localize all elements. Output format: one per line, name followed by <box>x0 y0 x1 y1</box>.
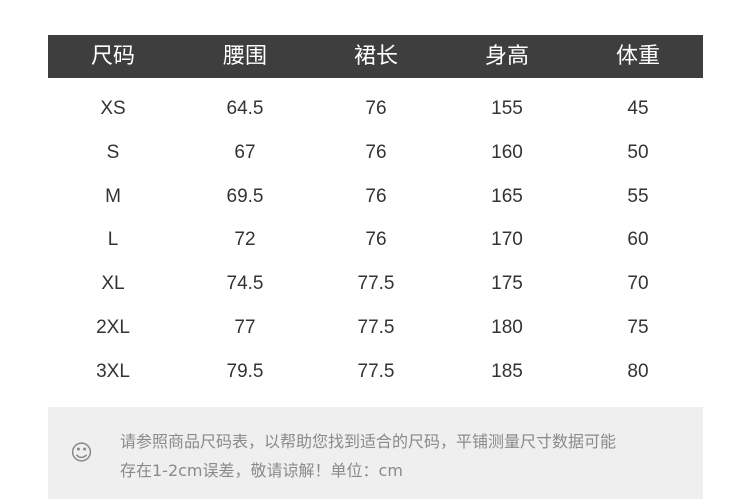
table-cell: 76 <box>365 185 387 207</box>
table-cell: 55 <box>627 185 649 207</box>
table-cell: 185 <box>491 360 523 382</box>
table-cell: S <box>106 141 120 163</box>
table-cell: M <box>105 185 121 207</box>
table-row: XS 64.5 76 155 45 <box>48 87 703 131</box>
table-cell: 69.5 <box>226 185 264 207</box>
table-cell: 77.5 <box>357 273 395 295</box>
column-header: 体重 <box>615 44 660 69</box>
table-cell: 170 <box>491 229 523 251</box>
column-header: 裙长 <box>353 44 398 69</box>
table-cell: 77 <box>234 317 256 338</box>
table-cell: 160 <box>491 141 523 163</box>
column-header: 腰围 <box>222 44 267 69</box>
table-cell: XS <box>100 98 126 119</box>
table-cell: 76 <box>365 98 387 119</box>
table-cell: 67 <box>234 141 256 163</box>
table-row: 3XL 79.5 77.5 185 80 <box>48 350 703 394</box>
table-cell: 175 <box>491 273 523 295</box>
table-cell: 77.5 <box>357 360 395 382</box>
table-cell: 77.5 <box>357 317 395 338</box>
note-line-1: 请参照商品尺码表，以帮助您找到适合的尺码，平铺测量尺寸数据可能 <box>120 432 617 451</box>
table-cell: XL <box>101 273 125 295</box>
table-cell: 155 <box>491 98 523 119</box>
table-cell: 76 <box>365 229 387 251</box>
column-header: 身高 <box>484 44 529 69</box>
table-cell: 165 <box>491 185 523 207</box>
table-cell: 79.5 <box>226 360 264 382</box>
table-cell: 76 <box>365 141 387 163</box>
table-cell: 3XL <box>96 360 130 382</box>
table-cell: 60 <box>627 229 649 251</box>
size-note: ☺ 请参照商品尺码表，以帮助您找到适合的尺码，平铺测量尺寸数据可能 存在1-2c… <box>48 407 703 499</box>
table-row: M 69.5 76 165 55 <box>48 175 703 219</box>
table-cell: 74.5 <box>226 273 264 295</box>
table-cell: 72 <box>234 229 256 251</box>
table-cell: 45 <box>627 98 649 119</box>
table-cell: 80 <box>627 360 649 382</box>
table-cell: 180 <box>491 317 523 338</box>
column-header: 尺码 <box>90 44 135 69</box>
size-table-header: 尺码 腰围 裙长 身高 体重 <box>48 35 703 78</box>
table-cell: 2XL <box>96 317 130 338</box>
table-cell: 50 <box>627 141 649 163</box>
table-row: L 72 76 170 60 <box>48 218 703 262</box>
note-text: 请参照商品尺码表，以帮助您找到适合的尺码，平铺测量尺寸数据可能 存在1-2cm误… <box>120 427 690 485</box>
table-cell: 70 <box>627 273 649 295</box>
note-line-2: 存在1-2cm误差，敬请谅解！单位：cm <box>120 461 403 480</box>
table-cell: 64.5 <box>226 98 264 119</box>
table-cell: 75 <box>627 317 649 338</box>
smiley-face-icon: ☺ <box>70 441 93 466</box>
table-row: XL 74.5 77.5 175 70 <box>48 262 703 306</box>
table-row: S 67 76 160 50 <box>48 131 703 175</box>
table-cell: L <box>107 229 119 251</box>
table-row: 2XL 77 77.5 180 75 <box>48 306 703 350</box>
